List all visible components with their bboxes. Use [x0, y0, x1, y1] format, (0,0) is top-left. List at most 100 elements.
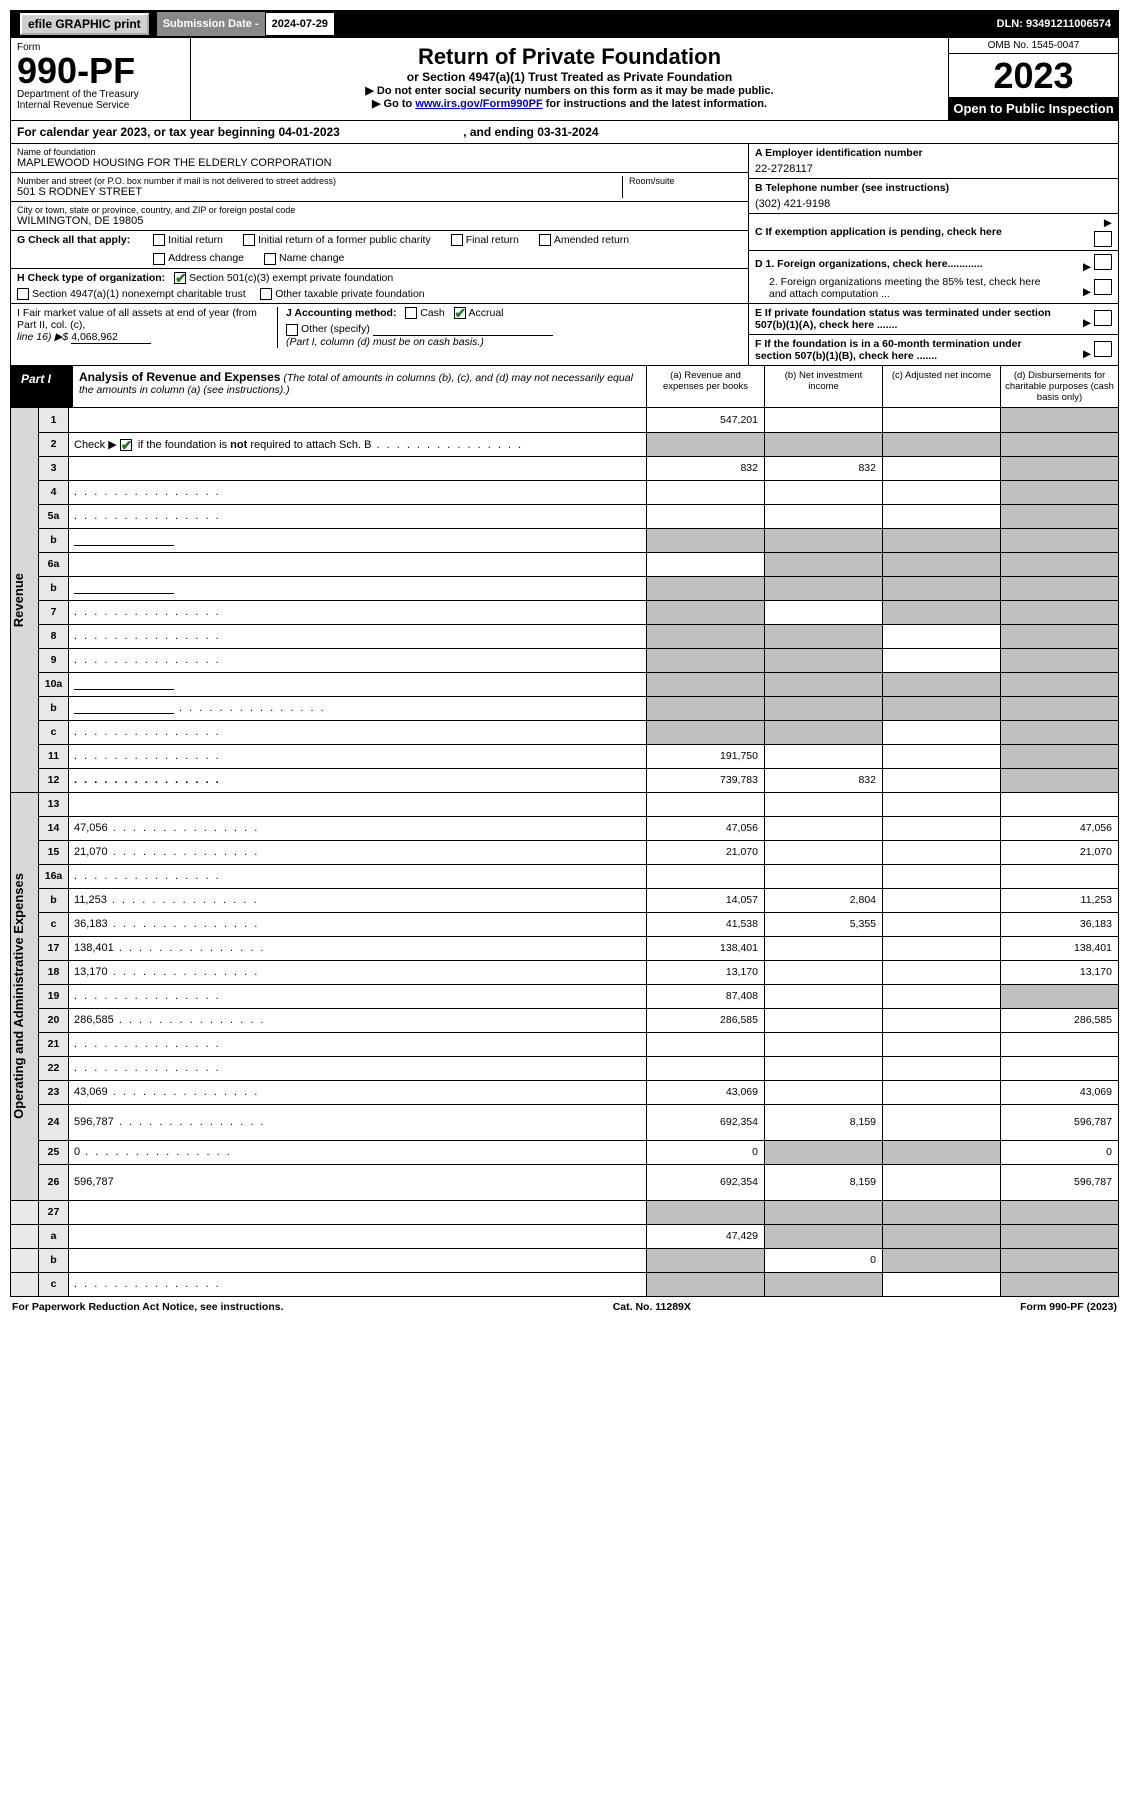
- line-10a-col-c: [883, 672, 1001, 696]
- ein-value: 22-2728117: [755, 159, 1112, 175]
- line-26-col-a: 692,354: [647, 1164, 765, 1200]
- g-opt-initial-former[interactable]: Initial return of a former public charit…: [243, 234, 431, 246]
- line-3-col-b: 832: [765, 456, 883, 480]
- g-opt-amended[interactable]: Amended return: [539, 234, 629, 246]
- line-number: 7: [39, 600, 69, 624]
- line-20-col-d: 286,585: [1001, 1008, 1119, 1032]
- line-4-col-b: [765, 480, 883, 504]
- line-9-col-b: [765, 648, 883, 672]
- schb-checkbox[interactable]: [120, 439, 132, 451]
- line-27-col-a: [647, 1200, 765, 1224]
- irs-label: Internal Revenue Service: [17, 100, 184, 111]
- line-description: [69, 600, 647, 624]
- identification-block: Name of foundation MAPLEWOOD HOUSING FOR…: [10, 144, 1119, 366]
- g-opt-initial[interactable]: Initial return: [153, 234, 223, 246]
- col-c-header: (c) Adjusted net income: [882, 366, 1000, 407]
- g-opt-address[interactable]: Address change: [153, 252, 244, 264]
- line-25-col-a: 0: [647, 1140, 765, 1164]
- line-20-col-b: [765, 1008, 883, 1032]
- line-b-col-a: [647, 696, 765, 720]
- line-c-col-c: [883, 1272, 1001, 1296]
- d2-checkbox[interactable]: [1094, 279, 1112, 295]
- line-description: [69, 1056, 647, 1080]
- g-opt-name[interactable]: Name change: [264, 252, 344, 264]
- line-description: [69, 696, 647, 720]
- line-18-col-d: 13,170: [1001, 960, 1119, 984]
- h-opt-501c3[interactable]: Section 501(c)(3) exempt private foundat…: [174, 272, 393, 284]
- line-6a-col-b: [765, 552, 883, 576]
- line-c-col-c: [883, 912, 1001, 936]
- line-7-col-b: [765, 600, 883, 624]
- phone-value: (302) 421-9198: [755, 194, 1112, 210]
- line-description: [69, 984, 647, 1008]
- line-b-col-c: [883, 528, 1001, 552]
- h-opt-4947[interactable]: Section 4947(a)(1) nonexempt charitable …: [17, 288, 246, 300]
- d1-checkbox[interactable]: [1094, 254, 1112, 270]
- line-b-col-d: [1001, 576, 1119, 600]
- i-value: 4,068,962: [71, 331, 151, 344]
- line-number: 19: [39, 984, 69, 1008]
- line-c-col-a: [647, 1272, 765, 1296]
- efile-print-button[interactable]: efile GRAPHIC print: [20, 13, 149, 35]
- line-description: [69, 1248, 647, 1272]
- line-9-col-d: [1001, 648, 1119, 672]
- line-8-col-b: [765, 624, 883, 648]
- line-description: 36,183: [69, 912, 647, 936]
- line-description: 286,585: [69, 1008, 647, 1032]
- line-17-col-c: [883, 936, 1001, 960]
- col-b-header: (b) Net investment income: [764, 366, 882, 407]
- line-description: [69, 456, 647, 480]
- ein-label: A Employer identification number: [755, 147, 1112, 159]
- j-cash[interactable]: Cash: [405, 307, 445, 319]
- line-b-col-b: 0: [765, 1248, 883, 1272]
- line-b-col-a: [647, 1248, 765, 1272]
- line-number: 16a: [39, 864, 69, 888]
- j-other[interactable]: Other (specify): [286, 323, 370, 335]
- line-7-col-a: [647, 600, 765, 624]
- line-c-col-a: 41,538: [647, 912, 765, 936]
- c-checkbox[interactable]: [1094, 231, 1112, 247]
- footer-right: Form 990-PF (2023): [1020, 1301, 1117, 1313]
- i-label-b: line 16) ▶$: [17, 331, 71, 343]
- line-b-col-b: [765, 528, 883, 552]
- page-footer: For Paperwork Reduction Act Notice, see …: [10, 1297, 1119, 1313]
- line-description: [69, 1032, 647, 1056]
- line-12-col-d: [1001, 768, 1119, 792]
- f-checkbox[interactable]: [1094, 341, 1112, 357]
- h-opt-other[interactable]: Other taxable private foundation: [260, 288, 424, 300]
- line-b-col-d: 11,253: [1001, 888, 1119, 912]
- phone-label: B Telephone number (see instructions): [755, 182, 1112, 194]
- line-description: [69, 792, 647, 816]
- line-13-col-a: [647, 792, 765, 816]
- j-accrual[interactable]: Accrual: [454, 307, 504, 319]
- top-bar: efile GRAPHIC print Submission Date - 20…: [10, 10, 1119, 38]
- line-2-col-a: [647, 432, 765, 456]
- line-24-col-b: 8,159: [765, 1104, 883, 1140]
- line-5a-col-c: [883, 504, 1001, 528]
- form990pf-link[interactable]: www.irs.gov/Form990PF: [415, 98, 542, 110]
- line-c-col-d: [1001, 720, 1119, 744]
- line-number: 20: [39, 1008, 69, 1032]
- submission-date-label: Submission Date -: [157, 12, 265, 36]
- line-number: 12: [39, 768, 69, 792]
- line-16a-col-a: [647, 864, 765, 888]
- line-11-col-a: 191,750: [647, 744, 765, 768]
- line-15-col-b: [765, 840, 883, 864]
- tax-year: 2023: [949, 54, 1118, 97]
- e-checkbox[interactable]: [1094, 310, 1112, 326]
- part1-tag: Part I: [11, 366, 73, 407]
- line-18-col-b: [765, 960, 883, 984]
- line-number: a: [39, 1224, 69, 1248]
- g-opt-final[interactable]: Final return: [451, 234, 519, 246]
- h-label: H Check type of organization:: [17, 272, 165, 284]
- line-20-col-a: 286,585: [647, 1008, 765, 1032]
- line-10a-col-d: [1001, 672, 1119, 696]
- line-description: 0: [69, 1140, 647, 1164]
- line-number: b: [39, 1248, 69, 1272]
- line-c-col-a: [647, 720, 765, 744]
- line-b-col-d: [1001, 1248, 1119, 1272]
- line-b-col-a: [647, 528, 765, 552]
- line-3-col-a: 832: [647, 456, 765, 480]
- line-12-col-a: 739,783: [647, 768, 765, 792]
- line-25-col-c: [883, 1140, 1001, 1164]
